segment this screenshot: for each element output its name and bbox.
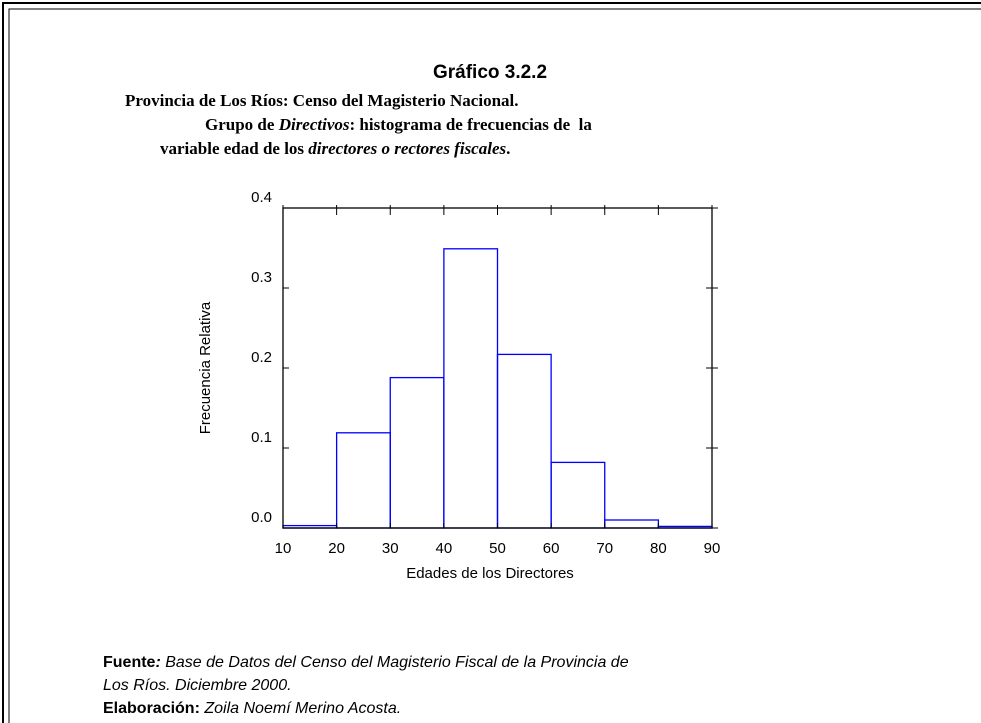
x-tick-label: 60 xyxy=(543,540,560,557)
credit-label: Elaboración: xyxy=(103,700,200,717)
source-label: Fuente xyxy=(103,654,156,671)
source-colon: : xyxy=(155,654,160,671)
subtitle-line: Grupo de Directivos: histograma de frecu… xyxy=(205,115,592,134)
y-tick-label: 0.2 xyxy=(251,349,272,366)
x-tick-label: 90 xyxy=(704,540,721,557)
bar xyxy=(389,376,445,529)
credit-text: Zoila Noemí Merino Acosta. xyxy=(203,700,401,717)
source-text: Base de Datos del Censo del Magisterio F… xyxy=(165,654,628,671)
x-tick-label: 10 xyxy=(275,540,292,557)
subtitle-text: Provincia de Los Ríos: Censo del Magiste… xyxy=(125,91,519,110)
subtitle-text: variable edad de los xyxy=(160,139,308,158)
bar xyxy=(443,248,499,529)
source-line: Los Ríos. Diciembre 2000. xyxy=(103,677,292,694)
subtitle-text: directores o rectores fiscales xyxy=(308,139,506,158)
x-tick-label: 70 xyxy=(596,540,613,557)
x-tick-label: 20 xyxy=(328,540,345,557)
y-tick-label: 0.4 xyxy=(251,189,272,206)
y-axis-label: Frecuencia Relativa xyxy=(197,301,214,434)
bar xyxy=(496,353,552,529)
credit-line: Elaboración: Zoila Noemí Merino Acosta. xyxy=(103,700,401,717)
x-tick-label: 80 xyxy=(650,540,667,557)
x-tick-label: 30 xyxy=(382,540,399,557)
y-tick-label: 0.0 xyxy=(251,509,272,526)
y-tick-label: 0.1 xyxy=(251,429,272,446)
subtitle-text: Grupo de xyxy=(205,115,279,134)
chart-title: Gráfico 3.2.2 xyxy=(433,62,547,83)
bar xyxy=(335,432,391,529)
bar xyxy=(604,519,660,529)
x-axis-label: Edades de los Directores xyxy=(406,565,574,582)
source-line: Fuente: Base de Datos del Censo del Magi… xyxy=(103,654,629,671)
y-tick-label: 0.3 xyxy=(251,269,272,286)
x-tick-label: 40 xyxy=(436,540,453,557)
subtitle-text: . xyxy=(506,139,510,158)
subtitle-text: Directivos xyxy=(278,115,350,134)
subtitle-line: variable edad de los directores o rector… xyxy=(160,139,510,158)
bar xyxy=(550,461,606,529)
x-tick-label: 50 xyxy=(489,540,506,557)
subtitle-line: Provincia de Los Ríos: Censo del Magiste… xyxy=(125,91,519,110)
subtitle-text: : histograma de frecuencias de la xyxy=(350,115,593,134)
